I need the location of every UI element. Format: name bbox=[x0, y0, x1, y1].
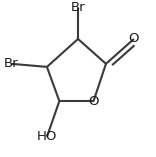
Text: O: O bbox=[88, 95, 99, 108]
Text: O: O bbox=[129, 32, 139, 45]
Text: Br: Br bbox=[4, 57, 19, 70]
Text: Br: Br bbox=[71, 1, 85, 14]
Text: HO: HO bbox=[37, 130, 57, 143]
